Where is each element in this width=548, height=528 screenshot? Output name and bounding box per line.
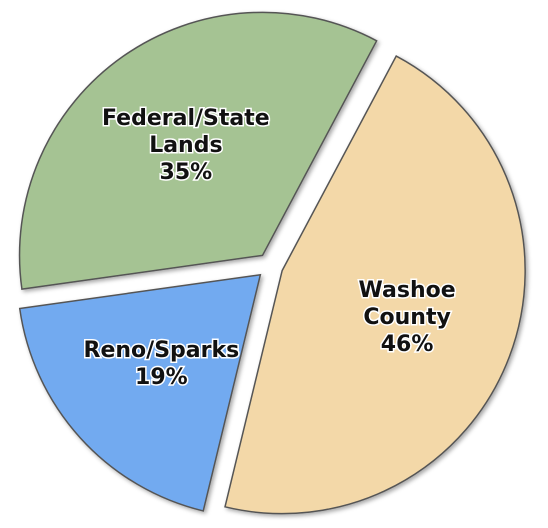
value-label: 35% bbox=[160, 160, 213, 185]
label-line: Federal/State bbox=[102, 106, 270, 131]
label-line: Lands bbox=[149, 133, 222, 158]
slice-label: Reno/Sparks bbox=[84, 338, 240, 363]
label-line: Washoe bbox=[359, 278, 456, 303]
pie-slice bbox=[18, 273, 262, 512]
label-line: County bbox=[363, 305, 450, 330]
value-label: 19% bbox=[135, 365, 188, 390]
pie-slice bbox=[18, 11, 378, 291]
slice-label: Washoe County bbox=[359, 278, 456, 330]
slice-label: Federal/State Lands bbox=[102, 106, 270, 158]
value-label: 46% bbox=[381, 332, 434, 357]
pie-slice bbox=[224, 55, 526, 515]
label-line: Reno/Sparks bbox=[84, 338, 240, 363]
